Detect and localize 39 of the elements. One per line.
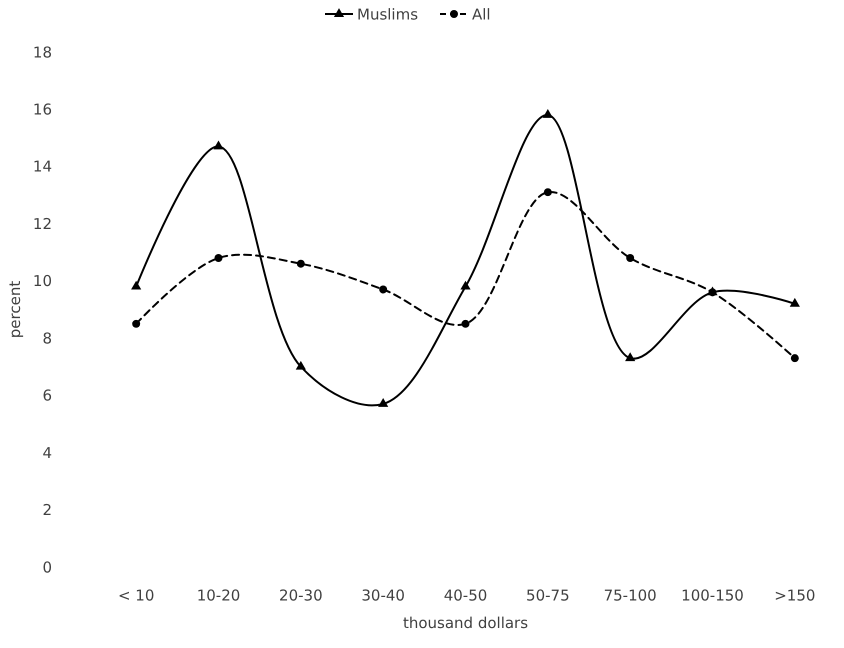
point bbox=[132, 320, 140, 328]
y-tick-label: 10 bbox=[32, 272, 52, 290]
x-tick-label: 30-40 bbox=[361, 586, 405, 604]
point bbox=[790, 354, 799, 362]
point bbox=[296, 260, 305, 268]
point bbox=[214, 254, 222, 262]
y-tick-label: 8 bbox=[42, 329, 52, 348]
y-tick-label: 14 bbox=[32, 158, 52, 176]
x-tick-label: 40-50 bbox=[444, 586, 488, 604]
point bbox=[544, 188, 552, 196]
x-tick-label: >150 bbox=[774, 586, 816, 604]
y-tick-label: 16 bbox=[32, 100, 52, 118]
point bbox=[462, 320, 470, 328]
point bbox=[460, 280, 471, 290]
point bbox=[378, 398, 388, 407]
y-tick-label: 18 bbox=[32, 43, 52, 62]
y-tick-label: 12 bbox=[32, 214, 52, 233]
legend-label: Muslims bbox=[357, 5, 418, 24]
point bbox=[542, 109, 553, 118]
y-tick-label: 0 bbox=[42, 558, 52, 576]
point bbox=[131, 280, 142, 290]
point bbox=[625, 352, 636, 362]
point bbox=[626, 254, 634, 262]
x-tick-label: 50-75 bbox=[526, 586, 570, 604]
x-tick-label: 100-150 bbox=[681, 586, 744, 604]
point bbox=[296, 360, 306, 370]
x-tick-label: < 10 bbox=[118, 586, 154, 604]
x-axis-title: thousand dollars bbox=[402, 614, 528, 632]
legend-label: All bbox=[472, 5, 491, 24]
point bbox=[379, 285, 388, 294]
x-tick-label: 20-30 bbox=[279, 586, 323, 604]
x-tick-label: 10-20 bbox=[196, 586, 240, 604]
y-tick-label: 6 bbox=[42, 386, 52, 405]
point bbox=[790, 298, 800, 307]
x-tick-label: 75-100 bbox=[604, 586, 657, 604]
y-axis-title: percent bbox=[6, 280, 24, 338]
point bbox=[213, 140, 224, 150]
y-tick-label: 4 bbox=[42, 444, 52, 462]
y-tick-label: 2 bbox=[42, 501, 52, 520]
